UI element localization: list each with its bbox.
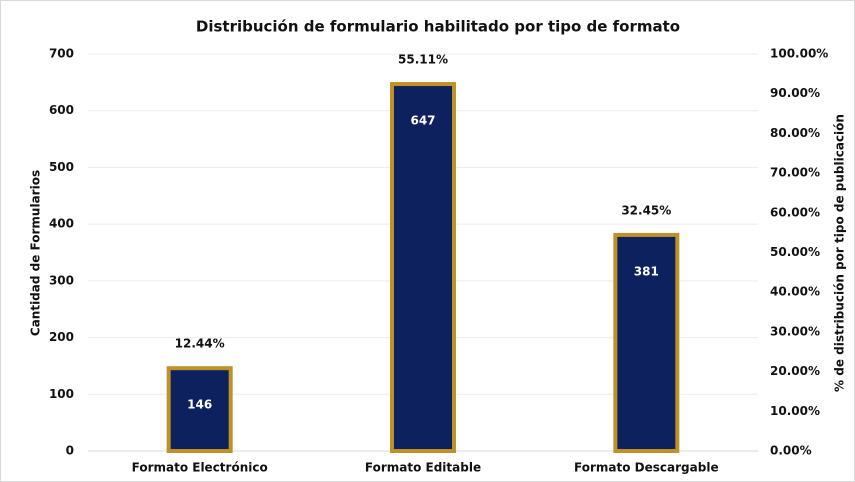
y2-tick-label: 70.00% (770, 166, 820, 180)
percent-label: 12.44% (175, 337, 225, 351)
y2-tick-label: 10.00% (770, 404, 820, 418)
y-tick-label: 200 (49, 330, 74, 344)
y2-axis-title: % de distribución por tipo de publicació… (833, 114, 847, 392)
y-tick-label: 400 (49, 217, 74, 231)
y2-tick-label: 100.00% (770, 47, 828, 61)
bar-value-label: 381 (634, 264, 659, 278)
y-tick-label: 0 (66, 444, 74, 458)
y-tick-label: 100 (49, 387, 74, 401)
y2-tick-label: 40.00% (770, 285, 820, 299)
percent-label: 55.11% (398, 53, 448, 67)
y2-tick-label: 80.00% (770, 126, 820, 140)
percent-label: 32.45% (621, 203, 671, 217)
y2-tick-label: 20.00% (770, 364, 820, 378)
bar-value-label: 146 (187, 398, 212, 412)
chart-title: Distribución de formulario habilitado po… (196, 18, 680, 36)
bar (390, 82, 456, 454)
x-tick-label: Formato Electrónico (132, 461, 268, 475)
y2-tick-label: 0.00% (770, 444, 812, 458)
y2-tick-label: 30.00% (770, 324, 820, 338)
y-tick-label: 600 (49, 103, 74, 117)
x-tick-label: Formato Editable (365, 461, 481, 475)
y-tick-label: 500 (49, 160, 74, 174)
x-tick-label: Formato Descargable (574, 461, 719, 475)
y-tick-label: 700 (49, 47, 74, 61)
y-tick-label: 300 (49, 273, 74, 287)
bar (613, 232, 680, 453)
y2-tick-label: 60.00% (770, 205, 820, 219)
y2-tick-label: 90.00% (770, 86, 820, 100)
y-axis-title: Cantidad de Formularios (29, 170, 43, 336)
bar-value-label: 647 (410, 114, 435, 128)
bar (166, 366, 233, 453)
y2-tick-label: 50.00% (770, 245, 820, 259)
